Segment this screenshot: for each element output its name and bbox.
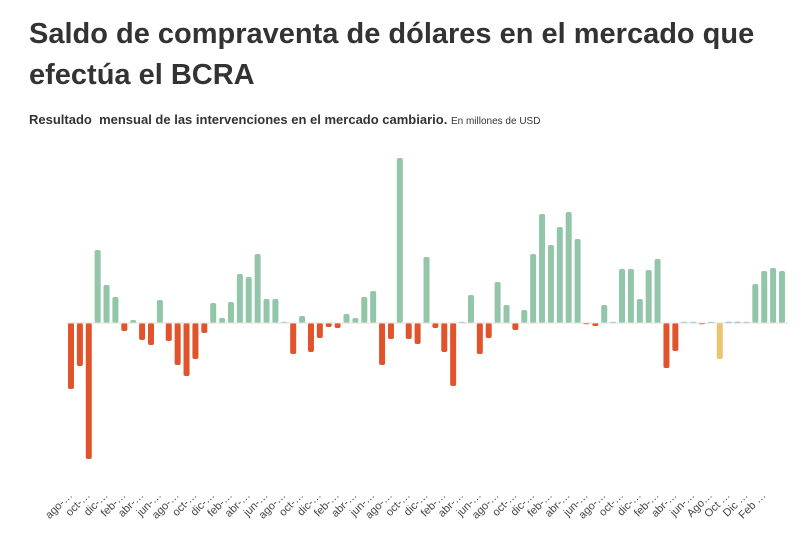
bar-47 — [485, 323, 492, 338]
bar-34 — [370, 291, 377, 323]
bar-38 — [405, 323, 412, 339]
bar-32 — [352, 318, 359, 323]
bar-48 — [494, 282, 501, 323]
bar-13 — [183, 323, 190, 376]
bar-29 — [325, 323, 332, 327]
bar-1 — [76, 323, 83, 366]
bar-57 — [574, 239, 581, 323]
bar-79 — [770, 268, 777, 323]
bar-21 — [254, 254, 261, 323]
bar-41 — [432, 323, 439, 328]
bar-7 — [130, 320, 137, 323]
x-tick-labels: ago-…oct-…dic-…feb-…abr-…jun-…ago-…oct-…… — [43, 490, 768, 522]
bar-64 — [636, 299, 643, 323]
bar-26 — [299, 316, 306, 323]
bar-31 — [343, 314, 350, 323]
bar-15 — [201, 323, 208, 333]
subtitle-text: Resultado mensual de las intervenciones … — [29, 112, 448, 127]
bar-52 — [530, 254, 537, 323]
bar-4 — [103, 285, 110, 323]
bar-67 — [663, 323, 670, 368]
unit-note: En millones de USD — [450, 116, 541, 127]
chart-subtitle: Resultado mensual de las intervenciones … — [29, 112, 540, 127]
bar-10 — [156, 300, 163, 323]
bar-27 — [307, 323, 314, 352]
bar-22 — [263, 299, 270, 323]
bar-51 — [521, 310, 528, 323]
bar-80 — [779, 271, 785, 323]
bar-23 — [272, 299, 279, 323]
bar-37 — [396, 158, 403, 323]
bar-17 — [219, 318, 226, 323]
bar-6 — [121, 323, 128, 331]
bar-28 — [316, 323, 323, 338]
bar-59 — [592, 323, 599, 326]
bar-53 — [539, 214, 546, 323]
bar-35 — [379, 323, 386, 365]
bar-30 — [334, 323, 341, 328]
bar-55 — [556, 227, 563, 323]
bar-19 — [236, 274, 243, 323]
bar-78 — [761, 271, 768, 323]
bar-40 — [423, 257, 430, 323]
bar-11 — [165, 323, 172, 341]
bar-43 — [450, 323, 457, 386]
bar-46 — [476, 323, 483, 354]
bar-45 — [467, 295, 474, 323]
bar-42 — [441, 323, 448, 352]
bar-0 — [68, 323, 74, 389]
bar-73 — [716, 323, 723, 359]
bar-16 — [210, 303, 217, 323]
bar-66 — [654, 259, 661, 323]
bar-18 — [227, 302, 234, 323]
bar-54 — [547, 245, 554, 323]
bar-36 — [387, 323, 394, 339]
bar-56 — [565, 212, 572, 323]
bar-39 — [414, 323, 421, 344]
chart-title: Saldo de compraventa de dólares en el me… — [29, 18, 755, 91]
bar-12 — [174, 323, 181, 365]
bar-63 — [627, 269, 634, 323]
bar-65 — [645, 270, 652, 323]
bar-77 — [752, 284, 759, 323]
bar-5 — [112, 297, 119, 323]
bar-49 — [503, 305, 510, 323]
bar-3 — [94, 250, 101, 323]
bars-group — [68, 158, 785, 459]
bar-9 — [147, 323, 154, 345]
bar-33 — [361, 297, 368, 323]
bar-25 — [290, 323, 297, 354]
bar-68 — [672, 323, 679, 351]
bar-20 — [245, 277, 252, 323]
bar-14 — [192, 323, 199, 359]
bar-50 — [512, 323, 519, 330]
bar-2 — [85, 323, 92, 459]
bar-8 — [139, 323, 146, 340]
bar-60 — [601, 305, 608, 323]
bar-62 — [619, 269, 626, 323]
